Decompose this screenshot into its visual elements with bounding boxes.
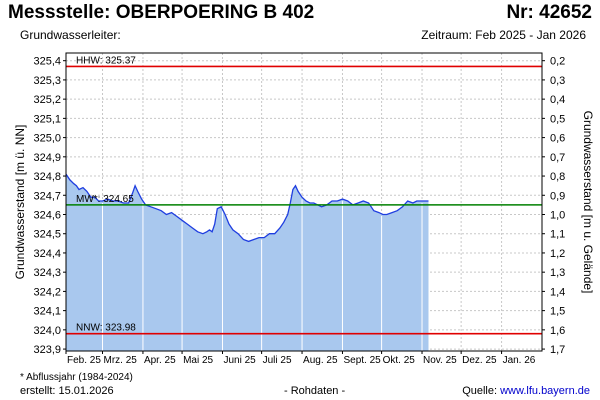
plot-frame <box>65 52 543 352</box>
x-tick-label: Juni 25 <box>223 355 256 366</box>
y2-tick-label: 1,6 <box>550 325 565 337</box>
y-axis-label: Grundwasserstand [m ü. NN] <box>13 125 27 280</box>
x-tick-label: Mai 25 <box>183 355 213 366</box>
reference-lines: HHW: 325.37 MW*: 324.65 NNW: 323.98 <box>66 55 542 335</box>
y-tick-label: 324,6 <box>33 209 61 221</box>
x-tick-label: Dez. 25 <box>462 355 497 366</box>
period-label: Zeitraum: Feb 2025 - Jan 2026 <box>421 28 586 42</box>
y2-tick-label: 1,0 <box>550 209 565 221</box>
x-tick-label: Juli 25 <box>263 355 292 366</box>
y2-tick-label: 0,8 <box>550 171 565 183</box>
y-tick-label: 325,3 <box>33 75 61 87</box>
y2-tick-label: 1,4 <box>550 286 565 298</box>
raw-data-note: - Rohdaten - <box>284 385 346 397</box>
data-area-layer <box>65 173 429 351</box>
y2-tick-label: 0,6 <box>550 133 565 145</box>
y2-tick-label: 0,3 <box>550 75 565 87</box>
footnote: * Abflussjahr (1984-2024) <box>20 372 133 383</box>
y2-tick-label: 1,5 <box>550 306 565 318</box>
y-tick-label: 324,9 <box>33 152 61 164</box>
y-tick-label: 325,2 <box>33 94 61 106</box>
source-prefix: Quelle: <box>462 385 501 397</box>
reference-label: HHW: 325.37 <box>76 55 136 66</box>
x-tick-label: Apr. 25 <box>144 355 176 366</box>
x-tick-label: Aug. 25 <box>303 355 338 366</box>
y-tick-label: 323,9 <box>33 344 61 356</box>
y2-tick-label: 1,7 <box>550 344 565 356</box>
y-tick-label: 325,0 <box>33 133 61 145</box>
y-tick-label: 324,1 <box>33 306 61 318</box>
y2-tick-label: 1,1 <box>550 229 565 241</box>
y-tick-label: 324,5 <box>33 229 61 241</box>
x-tick-label: Feb. 25 <box>67 355 101 366</box>
data-line <box>65 173 429 243</box>
y2-tick-label: 0,4 <box>550 94 565 106</box>
source-label: Quelle: www.lfu.bayern.de <box>462 385 590 397</box>
y-tick-label: 324,0 <box>33 325 61 337</box>
data-area <box>66 174 429 351</box>
y-tick-label: 324,7 <box>33 190 61 202</box>
y2-tick-label: 0,2 <box>550 56 565 68</box>
y2-tick-label: 0,9 <box>550 190 565 202</box>
x-tick-label: Mrz. 25 <box>104 355 138 366</box>
y2-tick-label: 0,5 <box>550 113 565 125</box>
y-tick-label: 325,4 <box>33 56 61 68</box>
y2-axis-label: Grundwasserstand [m u. Gelände] <box>581 111 595 294</box>
y2-tick-label: 0,7 <box>550 152 565 164</box>
created-date: erstellt: 15.01.2026 <box>20 385 114 397</box>
y-tick-label: 324,3 <box>33 267 61 279</box>
y2-tick-label: 1,3 <box>550 267 565 279</box>
month-separators <box>102 199 423 351</box>
y-tick-label: 325,1 <box>33 113 61 125</box>
page-title: Messstelle: OBERPOERING B 402 <box>8 2 315 23</box>
x-tick-label: Sept. 25 <box>343 355 381 366</box>
y-tick-label: 324,4 <box>33 248 61 260</box>
axes: 323,9 324,0 324,1 324,2 324,3 324,4 324,5 324,6… <box>33 52 565 366</box>
x-tick-label: Okt. 25 <box>383 355 416 366</box>
aquifer-label: Grundwasserleiter: <box>20 28 121 42</box>
x-tick-label: Jan. 26 <box>503 355 536 366</box>
reference-label: MW*: 324.65 <box>76 194 134 205</box>
y-tick-label: 324,8 <box>33 171 61 183</box>
y-tick-label: 324,2 <box>33 286 61 298</box>
station-number: Nr: 42652 <box>506 2 592 23</box>
source-link[interactable]: www.lfu.bayern.de <box>500 385 590 397</box>
x-tick-label: Nov. 25 <box>423 355 457 366</box>
y2-tick-label: 1,2 <box>550 248 565 260</box>
reference-label: NNW: 323.98 <box>76 323 136 334</box>
